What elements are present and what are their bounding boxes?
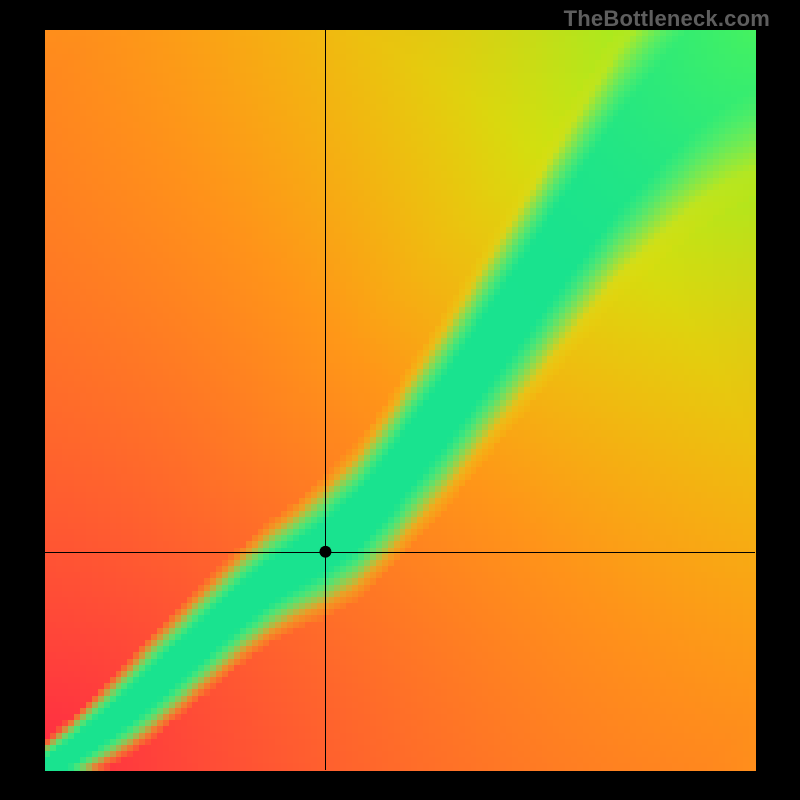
- watermark-label: TheBottleneck.com: [564, 6, 770, 32]
- bottleneck-heatmap: [0, 0, 800, 800]
- root-container: { "watermark": { "text": "TheBottleneck.…: [0, 0, 800, 800]
